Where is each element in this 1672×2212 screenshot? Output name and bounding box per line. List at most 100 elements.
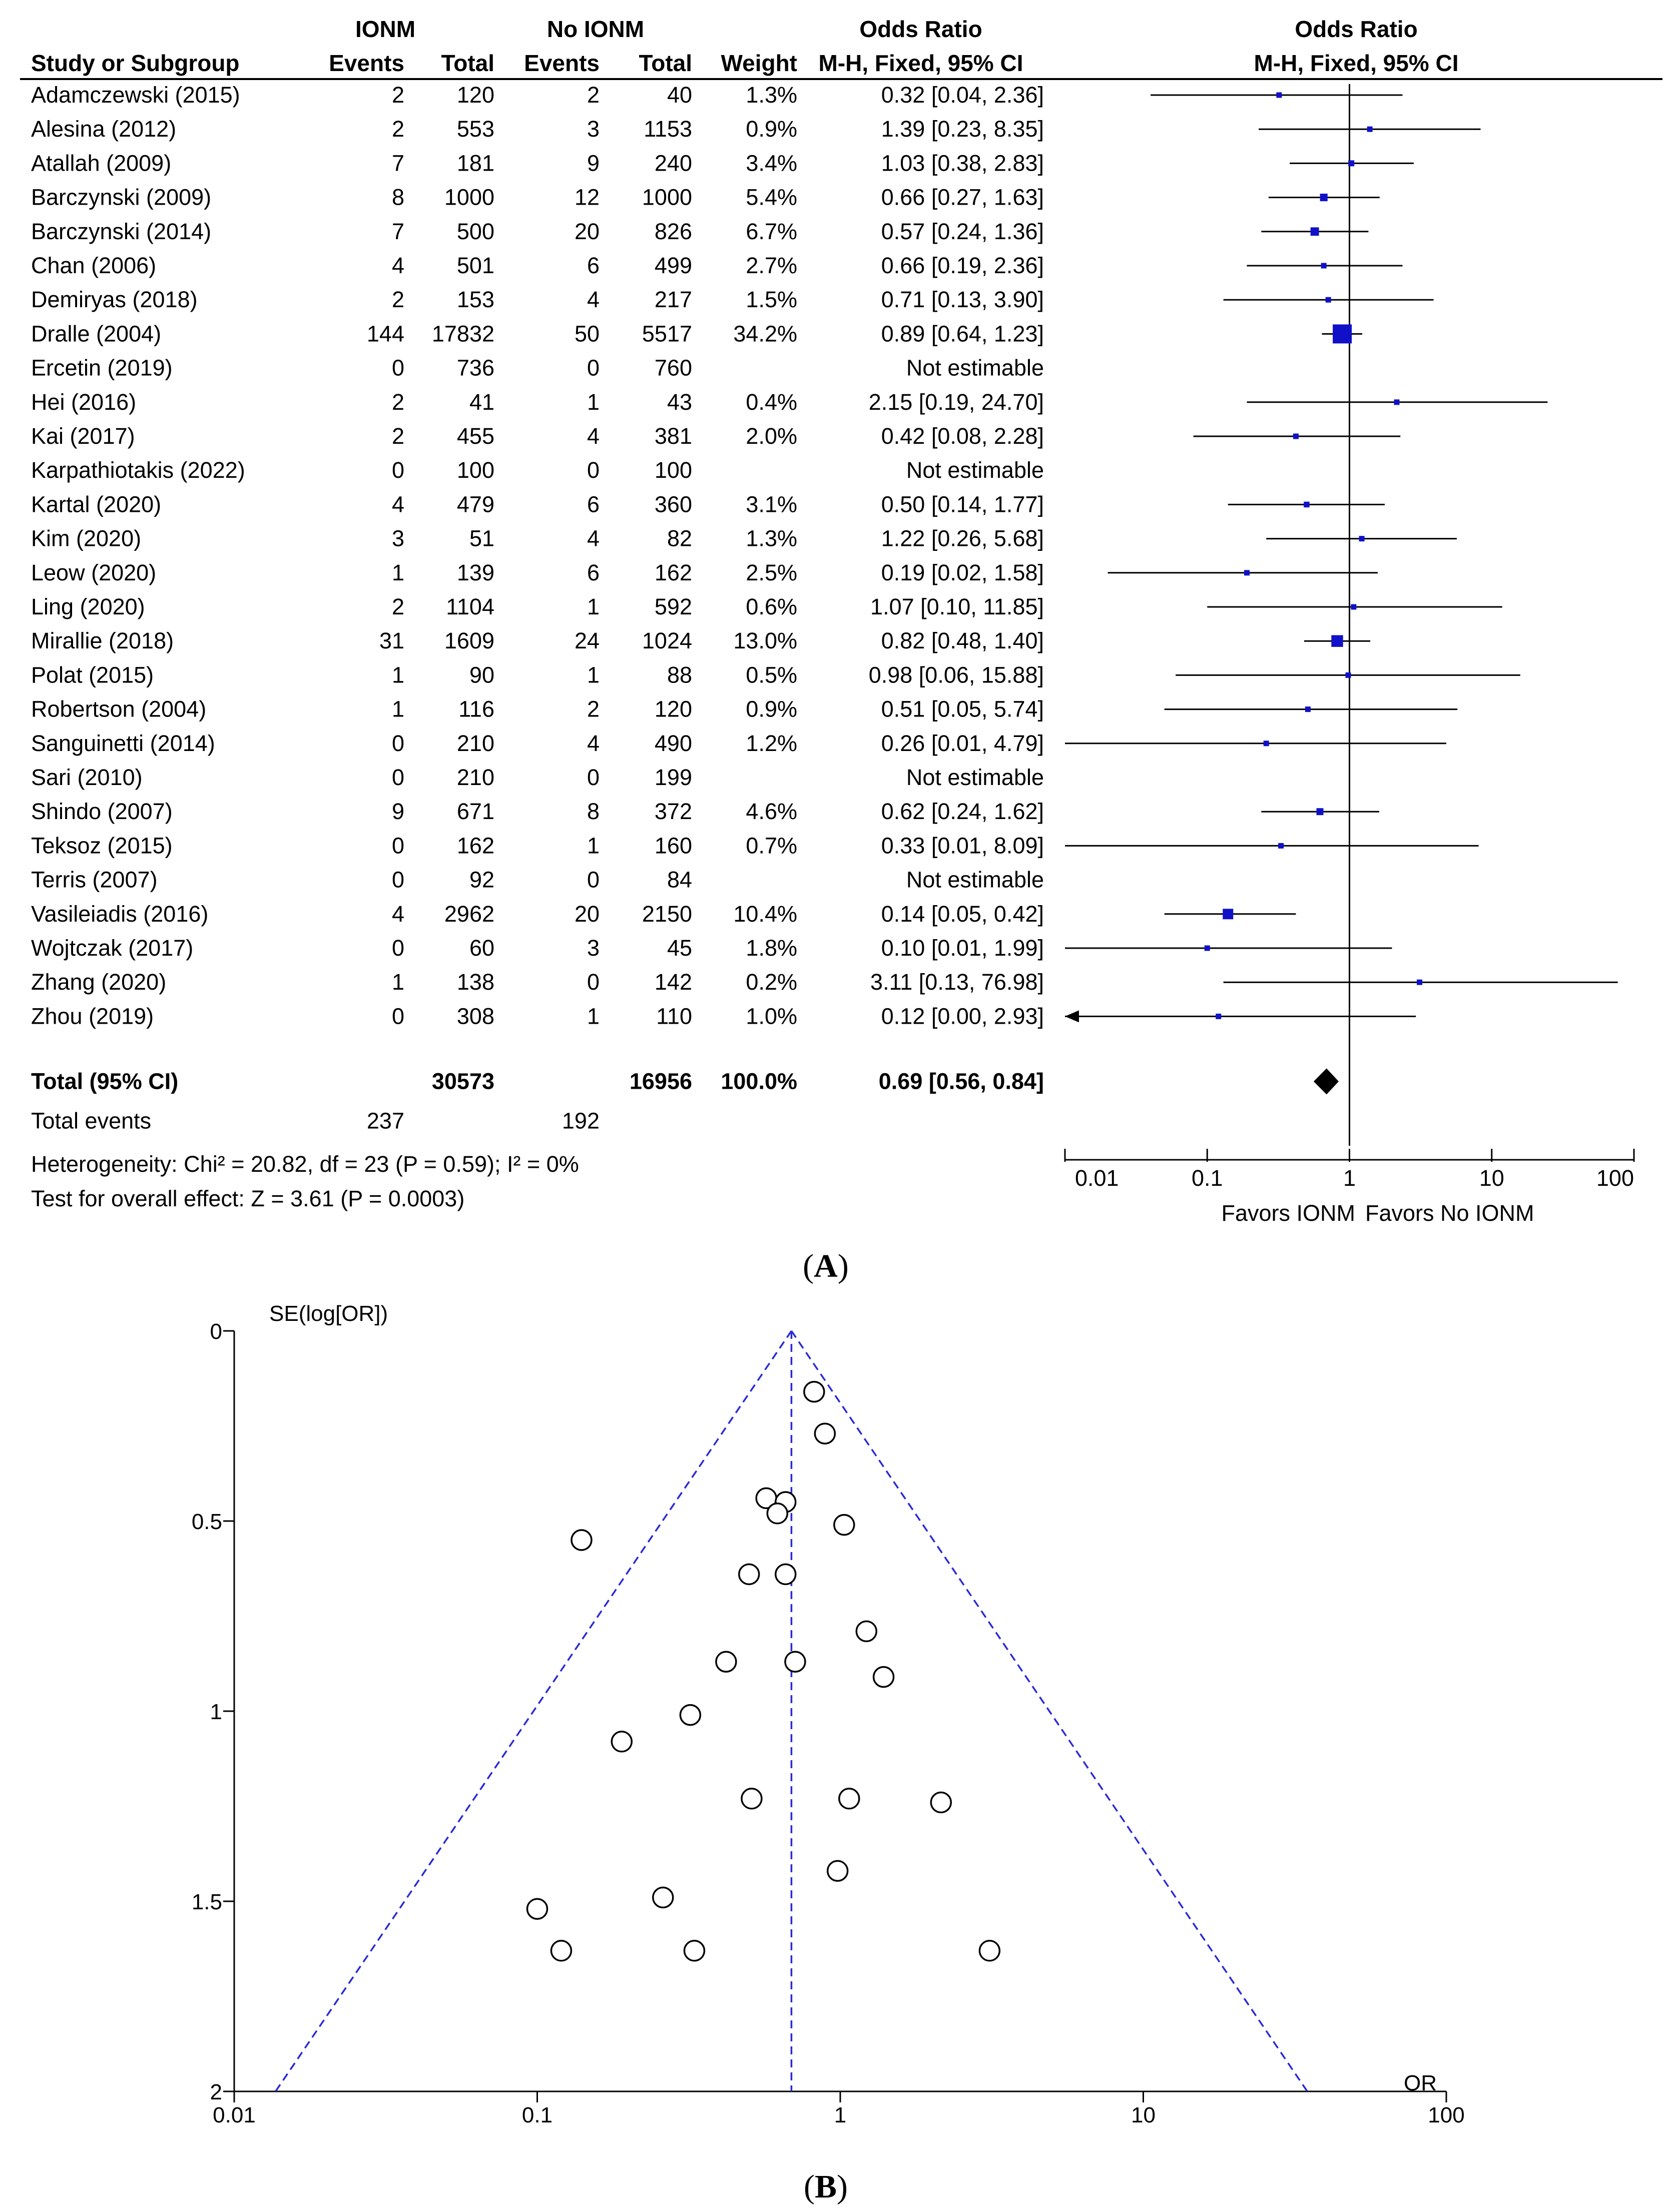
effect-square	[1417, 979, 1423, 985]
total-ionm: 181	[457, 150, 494, 176]
effect-square	[1216, 1013, 1222, 1019]
total-ionm: 1000	[444, 185, 494, 210]
effect-square	[1367, 126, 1373, 132]
funnel-point	[550, 1940, 573, 1962]
study-weight: 5.4%	[746, 185, 797, 210]
total-ionm: 116	[458, 696, 494, 722]
funnel-point	[872, 1666, 895, 1688]
study-odds-ratio: 0.82 [0.48, 1.40]	[881, 628, 1044, 653]
total-no-ionm: 43	[667, 389, 692, 415]
events-ionm: 1	[392, 662, 404, 687]
effect-square	[1348, 160, 1355, 167]
study-name: Robertson (2004)	[31, 696, 206, 722]
events-ionm: 2	[392, 116, 404, 142]
events-no-ionm: 3	[587, 116, 600, 142]
study-name: Atallah (2009)	[31, 150, 171, 176]
funnel-point	[715, 1651, 737, 1673]
events-no-ionm: 24	[575, 628, 600, 653]
study-name: Polat (2015)	[31, 662, 154, 687]
total-events-no-ionm: 192	[562, 1108, 600, 1133]
events-no-ionm: 8	[587, 799, 600, 824]
forest-axis-tick-label: 0.1	[1192, 1165, 1223, 1191]
events-no-ionm: 1	[587, 389, 600, 415]
total-ionm: 92	[469, 867, 494, 893]
effect-square	[1223, 909, 1234, 920]
funnel-point	[679, 1704, 702, 1726]
study-name: Kartal (2020)	[31, 491, 161, 517]
funnel-point	[826, 1860, 849, 1882]
total-ionm: 500	[457, 219, 494, 244]
funnel-point	[652, 1886, 674, 1909]
effect-square	[1359, 536, 1365, 542]
column-header-weight: Weight	[721, 50, 797, 76]
study-odds-ratio: 1.07 [0.10, 11.85]	[870, 594, 1044, 619]
panel-letter-b: B	[815, 2168, 837, 2205]
total-no-ionm: 360	[655, 491, 692, 517]
funnel-y-tick-label: 1.5	[192, 1890, 222, 1914]
total-ionm: 736	[457, 355, 494, 381]
effect-square	[1351, 604, 1357, 610]
study-weight: 1.0%	[746, 1003, 797, 1029]
events-no-ionm: 20	[575, 901, 600, 927]
funnel-x-tick-label: 0.1	[522, 2103, 552, 2127]
events-no-ionm: 2	[587, 696, 600, 722]
events-ionm: 0	[392, 935, 404, 961]
favors-no-ionm-label: Favors No IONM	[1365, 1200, 1534, 1226]
study-name: Adamczewski (2015)	[31, 82, 240, 108]
study-odds-ratio: 0.50 [0.14, 1.77]	[881, 491, 1044, 517]
funnel-point	[833, 1514, 855, 1536]
total-no-ionm: 372	[655, 799, 692, 824]
events-no-ionm: 3	[587, 935, 600, 961]
total-ionm: 162	[457, 833, 494, 858]
total-ionm: 2962	[444, 901, 494, 927]
total-ionm: 479	[457, 491, 494, 517]
events-no-ionm: 6	[587, 491, 600, 517]
study-weight: 0.5%	[746, 662, 797, 687]
study-name: Karpathiotakis (2022)	[31, 457, 245, 483]
total-no-ionm: 120	[655, 696, 692, 722]
total-no-ionm: 45	[667, 935, 692, 961]
effect-square	[1263, 741, 1269, 747]
effect-square	[1331, 635, 1343, 647]
events-ionm: 31	[379, 628, 404, 653]
study-weight: 34.2%	[733, 321, 797, 346]
total-no-ionm: 2150	[642, 901, 692, 927]
funnel-point	[741, 1788, 763, 1810]
events-ionm: 1	[392, 560, 404, 585]
panel-letter-a: A	[814, 1248, 838, 1284]
study-odds-ratio: 0.66 [0.27, 1.63]	[881, 185, 1044, 210]
study-weight: 0.7%	[746, 833, 797, 858]
events-ionm: 0	[392, 867, 404, 893]
study-name: Dralle (2004)	[31, 321, 161, 346]
funnel-plot: SE(log[OR]) OR 00.511.520.01 0.1 1 10 100 (B…	[192, 1301, 1465, 2205]
study-odds-ratio: 1.39 [0.23, 8.35]	[881, 116, 1044, 142]
events-no-ionm: 0	[587, 355, 600, 381]
events-ionm: 1	[392, 969, 404, 995]
events-ionm: 144	[367, 321, 404, 346]
events-ionm: 2	[392, 287, 404, 312]
total-ionm: 210	[457, 730, 494, 756]
total-no-ionm: 84	[667, 867, 692, 893]
funnel-point	[611, 1731, 633, 1753]
total-n-no-ionm: 16956	[630, 1068, 692, 1094]
total-no-ionm: 40	[667, 82, 692, 108]
study-name: Alesina (2012)	[31, 116, 176, 142]
events-ionm: 8	[392, 185, 404, 210]
group-header-odds-ratio-text: Odds Ratio	[859, 16, 982, 42]
study-weight: 0.9%	[746, 116, 797, 142]
study-weight: 1.3%	[746, 82, 797, 108]
funnel-point	[683, 1940, 706, 1962]
total-ionm: 100	[457, 457, 494, 483]
events-no-ionm: 0	[587, 969, 600, 995]
column-header-total-ionm: Total	[441, 50, 494, 76]
effect-square	[1320, 194, 1328, 202]
study-odds-ratio: 0.32 [0.04, 2.36]	[881, 82, 1044, 108]
total-ionm: 120	[457, 82, 494, 108]
events-ionm: 0	[392, 730, 404, 756]
funnel-points	[526, 1380, 1001, 1962]
funnel-point	[738, 1563, 760, 1586]
study-name: Zhang (2020)	[31, 969, 166, 995]
total-ionm: 60	[469, 935, 494, 961]
study-weight: 0.9%	[746, 696, 797, 722]
events-no-ionm: 4	[587, 287, 600, 312]
